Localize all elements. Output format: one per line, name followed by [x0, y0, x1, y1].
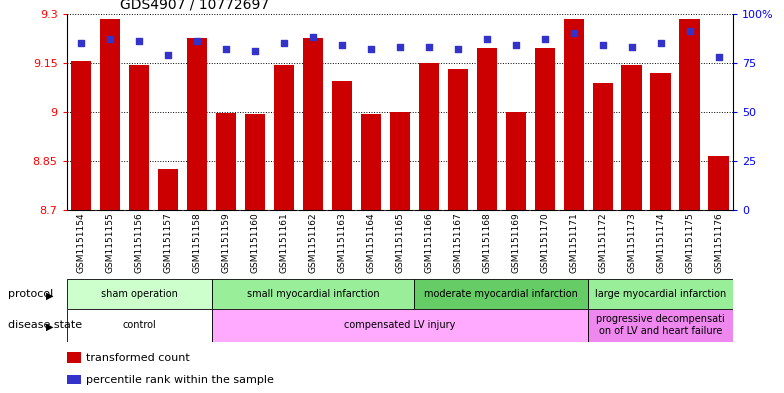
Text: GSM1151170: GSM1151170: [540, 212, 550, 273]
Point: [713, 54, 725, 60]
Bar: [67, 309, 212, 342]
Bar: [100, 19, 120, 210]
Text: GSM1151164: GSM1151164: [366, 212, 376, 273]
Bar: [361, 114, 381, 210]
Text: GSM1151158: GSM1151158: [193, 212, 201, 273]
Text: GSM1151163: GSM1151163: [337, 212, 347, 273]
Text: ▶: ▶: [45, 322, 53, 332]
Point: [278, 40, 290, 46]
Text: GSM1151165: GSM1151165: [395, 212, 405, 273]
Bar: [212, 279, 414, 309]
Text: GSM1151172: GSM1151172: [598, 212, 607, 273]
Bar: [535, 48, 555, 210]
Text: small myocardial infarction: small myocardial infarction: [247, 289, 379, 299]
Bar: [216, 113, 236, 210]
Text: GSM1151156: GSM1151156: [135, 212, 143, 273]
Text: control: control: [122, 320, 156, 330]
Text: GSM1151176: GSM1151176: [714, 212, 723, 273]
Bar: [477, 48, 497, 210]
Bar: [588, 279, 733, 309]
Bar: [506, 112, 526, 210]
Bar: [564, 19, 584, 210]
Bar: [593, 83, 613, 210]
Point: [394, 44, 406, 50]
Text: disease state: disease state: [8, 320, 82, 330]
Text: GSM1151154: GSM1151154: [77, 212, 85, 273]
Bar: [414, 279, 588, 309]
Point: [597, 42, 609, 48]
Bar: [390, 112, 410, 210]
Text: GSM1151175: GSM1151175: [685, 212, 694, 273]
Bar: [448, 70, 468, 210]
Text: GSM1151159: GSM1151159: [222, 212, 230, 273]
Point: [423, 44, 435, 50]
Text: GDS4907 / 10772697: GDS4907 / 10772697: [120, 0, 269, 11]
Bar: [622, 64, 642, 210]
Bar: [419, 63, 439, 210]
Text: GSM1151157: GSM1151157: [164, 212, 172, 273]
Text: compensated LV injury: compensated LV injury: [344, 320, 456, 330]
Bar: [129, 65, 149, 210]
Point: [510, 42, 522, 48]
Text: GSM1151166: GSM1151166: [424, 212, 434, 273]
Bar: [303, 39, 323, 210]
Text: ▶: ▶: [45, 291, 53, 301]
Text: sham operation: sham operation: [100, 289, 177, 299]
Bar: [71, 61, 91, 210]
Point: [132, 38, 145, 44]
Text: GSM1151171: GSM1151171: [569, 212, 578, 273]
Text: protocol: protocol: [8, 289, 53, 299]
Bar: [709, 156, 728, 210]
Bar: [651, 73, 671, 210]
Point: [539, 36, 551, 42]
Point: [220, 46, 232, 52]
Bar: [158, 169, 178, 210]
Text: percentile rank within the sample: percentile rank within the sample: [86, 375, 274, 385]
Text: progressive decompensati
on of LV and heart failure: progressive decompensati on of LV and he…: [596, 314, 725, 336]
Point: [481, 36, 493, 42]
Text: GSM1151169: GSM1151169: [511, 212, 521, 273]
Bar: [67, 279, 212, 309]
Text: GSM1151155: GSM1151155: [106, 212, 114, 273]
Point: [336, 42, 348, 48]
Bar: [274, 64, 294, 210]
Text: GSM1151162: GSM1151162: [308, 212, 318, 273]
Point: [452, 46, 464, 52]
Bar: [187, 39, 207, 210]
Point: [568, 30, 580, 37]
Text: moderate myocardial infarction: moderate myocardial infarction: [424, 289, 578, 299]
Text: large myocardial infarction: large myocardial infarction: [595, 289, 726, 299]
Point: [655, 40, 667, 46]
Point: [684, 28, 696, 35]
Bar: [332, 81, 352, 210]
Point: [162, 52, 174, 58]
Point: [103, 36, 116, 42]
Text: GSM1151173: GSM1151173: [627, 212, 636, 273]
Bar: [588, 309, 733, 342]
Text: GSM1151161: GSM1151161: [279, 212, 289, 273]
Point: [74, 40, 87, 46]
Bar: [212, 309, 588, 342]
Point: [249, 48, 261, 54]
Text: GSM1151160: GSM1151160: [250, 212, 260, 273]
Bar: [245, 114, 265, 210]
Point: [191, 38, 203, 44]
Bar: [680, 19, 699, 210]
Point: [307, 34, 319, 40]
Point: [626, 44, 638, 50]
Text: GSM1151167: GSM1151167: [453, 212, 463, 273]
Text: GSM1151174: GSM1151174: [656, 212, 665, 273]
Text: transformed count: transformed count: [86, 353, 190, 364]
Text: GSM1151168: GSM1151168: [482, 212, 492, 273]
Point: [365, 46, 377, 52]
